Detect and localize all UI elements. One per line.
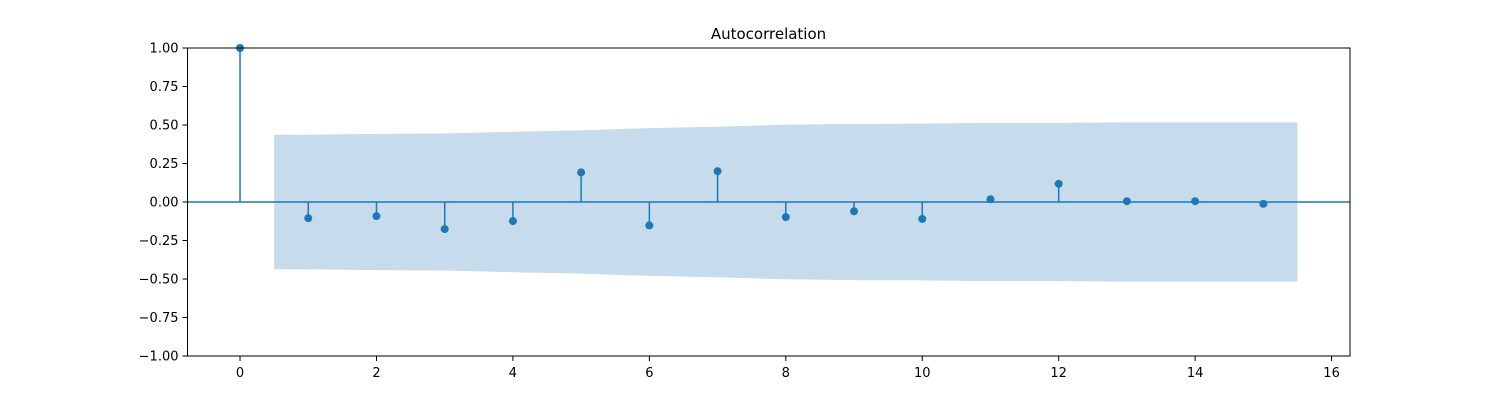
axes-layer: 0 2 4 6 8 10 12 14 16 1.00 0.75 0.50 0.25 0.00 −0.25 −0… (139, 42, 1351, 381)
stem-marker-lag-8 (781, 213, 790, 222)
stem-marker-lag-3 (440, 225, 449, 234)
stem-marker-lag-7 (713, 167, 722, 176)
stem-marker-lag-4 (508, 217, 517, 226)
y-tick-label-0: 1.00 (150, 42, 179, 57)
y-tick-label-6: −0.50 (139, 273, 179, 288)
stem-marker-lag-11 (986, 195, 995, 204)
x-tick-label-0: 0 (236, 366, 244, 381)
chart-title: Autocorrelation (711, 25, 826, 43)
x-tick-label-4: 4 (509, 366, 517, 381)
x-tick-label-6: 6 (645, 366, 653, 381)
stem-marker-lag-6 (645, 221, 654, 230)
stem-layer (187, 44, 1350, 234)
stem-marker-lag-12 (1054, 179, 1063, 188)
y-tick-label-3: 0.25 (150, 157, 179, 172)
y-tick-label-4: 0.00 (150, 196, 179, 211)
x-tick-label-16: 16 (1323, 366, 1340, 381)
stem-marker-lag-9 (850, 207, 859, 216)
y-tick-label-1: 0.75 (150, 80, 179, 95)
y-tick-label-8: −1.00 (139, 350, 179, 365)
y-tick-label-2: 0.50 (150, 119, 179, 134)
x-tick-label-12: 12 (1050, 366, 1067, 381)
stem-marker-lag-1 (304, 214, 313, 223)
y-tick-label-5: −0.25 (139, 234, 179, 249)
stem-marker-lag-15 (1259, 199, 1268, 208)
x-tick-label-14: 14 (1187, 366, 1204, 381)
stem-marker-lag-10 (918, 214, 927, 223)
y-tick-label-7: −0.75 (139, 311, 179, 326)
x-tick-label-8: 8 (782, 366, 790, 381)
x-tick-label-10: 10 (914, 366, 931, 381)
stem-marker-lag-2 (372, 212, 381, 221)
stem-marker-lag-5 (577, 168, 586, 177)
stem-marker-lag-14 (1191, 197, 1200, 206)
stem-marker-lag-13 (1122, 197, 1131, 206)
x-tick-label-2: 2 (372, 366, 380, 381)
